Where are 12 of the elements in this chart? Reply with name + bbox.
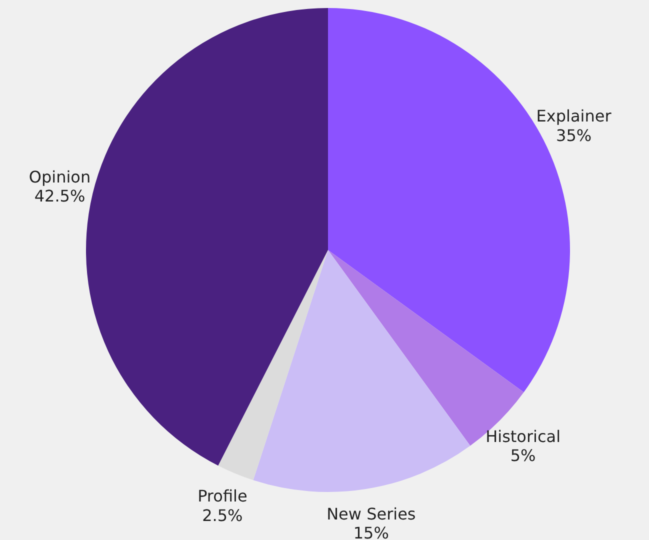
data-label: 5% [510, 446, 536, 466]
slice-label: Opinion [28, 167, 91, 186]
data-label: 35% [556, 126, 592, 145]
pie-slice [218, 250, 328, 480]
slice-label: Profile [198, 486, 248, 506]
slice-label: New Series [326, 504, 416, 524]
data-label: 2.5% [202, 506, 243, 525]
data-label: 15% [353, 523, 389, 540]
data-label: 42.5% [34, 186, 86, 206]
pie-slice [253, 250, 470, 492]
slice-label: Explainer [536, 106, 612, 126]
slice-label: Historical [486, 426, 561, 446]
